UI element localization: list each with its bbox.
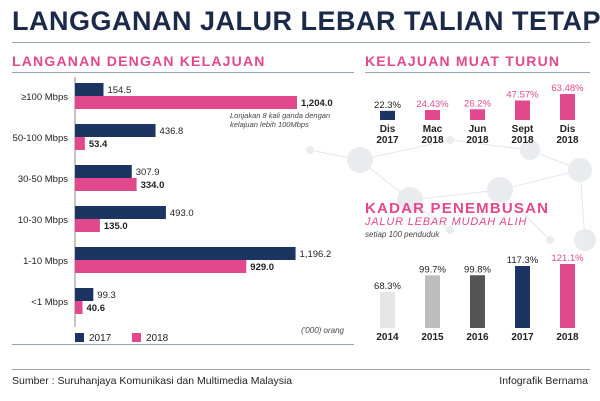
value-label: 99.8% (464, 264, 491, 275)
value-label: 63.48% (551, 83, 584, 94)
legend-swatch-2017 (75, 333, 84, 342)
bar-2017 (75, 288, 94, 301)
legend-label-2017: 2017 (89, 333, 112, 344)
bar-2018 (75, 178, 137, 191)
category-label: Mac (423, 124, 443, 135)
category-label: ≥100 Mbps (21, 92, 68, 103)
category-label: 2017 (511, 332, 534, 343)
value-label-2017: 436.8 (160, 126, 184, 137)
penetration-chart: 68.3% 2014 99.7% 2015 99.8% 2016 117.3% 2017 121… (374, 253, 584, 343)
value-label-2018: 1,204.0 (301, 98, 333, 109)
unit-note: ('000) orang (301, 326, 344, 335)
wifi-icon (568, 158, 592, 182)
penetration-title-line-1: KADAR PENEMBUSAN (365, 200, 550, 217)
value-label: 68.3% (374, 281, 401, 292)
bar-2017 (75, 247, 296, 260)
speed-chart: Lonjakan 8 kali ganda dengan kelajuan le… (13, 77, 345, 344)
category-label: 1-10 Mbps (23, 256, 68, 267)
value-label: 22.3% (374, 100, 401, 111)
bar (515, 100, 530, 120)
bar (470, 109, 485, 120)
speed-chart-divider (12, 72, 354, 73)
bar (380, 291, 395, 328)
speed-annotation-line-1: Lonjakan 8 kali ganda dengan (230, 111, 330, 120)
credit: Infografik Bernama (499, 375, 588, 387)
user-group-icon (520, 140, 540, 160)
category-label: Dis (380, 124, 396, 135)
category-label: 2017 (376, 135, 399, 146)
value-label-2018: 53.4 (89, 139, 108, 150)
speed-annotation-line-2: kelajuan lebih 100Mbps (230, 120, 309, 129)
download-speed-chart: 22.3%Dis201724.43%Mac201826.2%Jun201847.… (374, 83, 584, 146)
category-label: 10-30 Mbps (18, 215, 68, 226)
speed-chart-bottom-rule (12, 344, 354, 345)
category-label: 30-50 Mbps (18, 174, 68, 185)
category-label: <1 Mbps (31, 297, 68, 308)
value-label: 26.2% (464, 98, 491, 109)
bar-2018 (75, 137, 85, 150)
bar (560, 94, 575, 120)
value-label: 99.7% (419, 264, 446, 275)
bar (380, 110, 395, 120)
cloud-icon (574, 229, 596, 251)
bar-2018 (75, 260, 247, 273)
penetration-subtitle: setiap 100 penduduk (365, 230, 440, 239)
bar-2017 (75, 206, 166, 219)
category-label: 2018 (556, 332, 579, 343)
bar (425, 109, 440, 120)
footer-divider (12, 369, 590, 370)
network-background-illustration (306, 136, 596, 251)
category-label: 2018 (511, 135, 534, 146)
value-label: 121.1% (551, 253, 584, 264)
legend-swatch-2018 (132, 333, 141, 342)
value-label-2017: 154.5 (107, 85, 131, 96)
value-label: 24.43% (416, 99, 449, 110)
category-label: 2014 (376, 332, 399, 343)
category-label: Sept (512, 124, 534, 135)
category-label: 2018 (556, 135, 579, 146)
bar-2017 (75, 165, 132, 178)
category-label: 2018 (466, 135, 489, 146)
user-group-icon (397, 187, 423, 213)
bar (470, 275, 485, 328)
value-label-2018: 334.0 (141, 180, 165, 191)
speed-chart-title: LANGANAN DENGAN KELAJUAN (12, 53, 266, 69)
bar (560, 264, 575, 328)
bar-2017 (75, 124, 156, 137)
bar-2018 (75, 219, 100, 232)
category-label: 2018 (421, 135, 444, 146)
source-note: Sumber : Suruhanjaya Komunikasi dan Mult… (12, 375, 293, 387)
value-label-2018: 929.0 (250, 262, 274, 273)
user-group-icon (347, 147, 373, 173)
bar-2018 (75, 96, 297, 109)
value-label-2017: 307.9 (136, 167, 160, 178)
value-label: 47.57% (506, 90, 539, 101)
value-label-2018: 40.6 (86, 303, 105, 314)
download-speed-divider (365, 72, 590, 73)
bar (515, 266, 530, 328)
value-label-2017: 1,196.2 (300, 249, 332, 260)
category-label: Dis (560, 124, 576, 135)
category-label: 50-100 Mbps (13, 133, 69, 144)
title-divider (12, 42, 590, 43)
category-label: 2016 (466, 332, 489, 343)
computer-icon (487, 177, 513, 203)
value-label-2017: 493.0 (170, 208, 194, 219)
value-label: 117.3% (507, 255, 539, 266)
value-label-2018: 135.0 (104, 221, 128, 232)
page-title: LANGGANAN JALUR LEBAR TALIAN TETAP (12, 6, 600, 36)
category-label: 2015 (421, 332, 444, 343)
value-label-2017: 99.3 (97, 290, 116, 301)
bar-2018 (75, 301, 83, 314)
category-label: Jun (469, 124, 487, 135)
bar (425, 275, 440, 328)
bar-2017 (75, 83, 104, 96)
penetration-title-line-2: JALUR LEBAR MUDAH ALIH (365, 216, 528, 228)
legend-label-2018: 2018 (146, 333, 169, 344)
download-speed-title: KELAJUAN MUAT TURUN (365, 53, 561, 69)
